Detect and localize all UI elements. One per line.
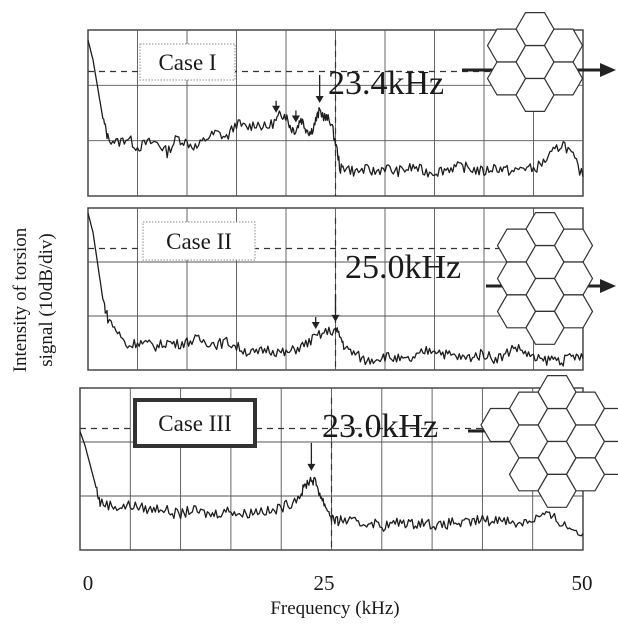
hex-cell xyxy=(525,310,565,345)
peak-arrow-head xyxy=(307,463,316,471)
peak-frequency-label: 23.4kHz xyxy=(328,65,444,102)
case-label-box xyxy=(142,221,256,261)
peak-arrow-head xyxy=(311,322,320,330)
x-tick-0: 0 xyxy=(83,571,94,595)
series-trace xyxy=(87,212,584,367)
peak-arrow-head xyxy=(331,314,340,322)
case-label-box xyxy=(139,43,236,81)
y-axis-title: Intensity of torsion signal (10dB/div) xyxy=(10,227,57,372)
hex-cell xyxy=(543,61,584,96)
case-label-box xyxy=(133,398,257,448)
x-axis-title: Frequency (kHz) xyxy=(270,598,399,619)
case-label: Case I xyxy=(158,50,216,75)
case-label: Case III xyxy=(158,411,231,436)
panel-2: Case II 25.0kHz xyxy=(87,207,616,371)
hex-cell xyxy=(486,61,527,96)
x-tick-25: 25 xyxy=(314,571,335,595)
pointer-arrow-head xyxy=(600,63,616,77)
peak-arrow-head xyxy=(315,95,324,103)
hex-lattice-icon xyxy=(480,375,618,508)
pointer-arrow-head xyxy=(600,279,616,293)
peak-frequency-label: 25.0kHz xyxy=(345,249,461,286)
case-label: Case II xyxy=(166,229,232,254)
panel-1: Case I 23.4kHz xyxy=(87,12,616,197)
y-axis-title-line-1: Intensity of torsion xyxy=(10,227,31,372)
hex-cell xyxy=(537,473,577,508)
panels: Case I 23.4kHz Case II 25.0kHz Case III 23.0k… xyxy=(79,12,618,551)
series-trace xyxy=(87,40,584,178)
hex-cell xyxy=(594,440,618,475)
peak-arrow-head xyxy=(291,115,300,123)
x-tick-50: 50 xyxy=(572,571,593,595)
hex-lattice-icon xyxy=(496,212,594,345)
panel-3: Case III 23.0kHz xyxy=(79,375,618,551)
y-axis-title-line-2: signal (10dB/div) xyxy=(36,233,57,367)
peak-frequency-label: 23.0kHz xyxy=(322,408,438,445)
series-trace xyxy=(79,431,584,537)
peak-arrow-head xyxy=(272,105,281,113)
hex-cell xyxy=(480,407,520,443)
hex-lattice-icon xyxy=(486,12,584,112)
hex-cell xyxy=(594,407,618,443)
